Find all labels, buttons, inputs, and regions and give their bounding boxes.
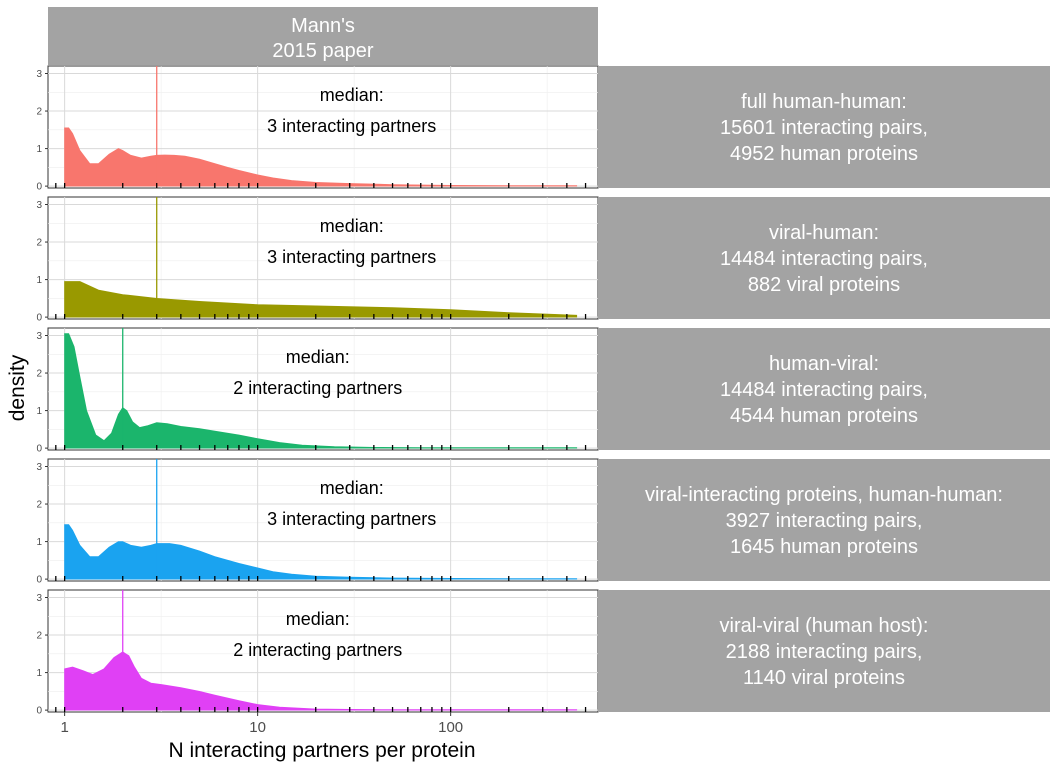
- row-strip: viral-human: 14484 interacting pairs, 882…: [598, 197, 1050, 319]
- y-tick-label: 0: [36, 444, 42, 455]
- y-tick-label: 3: [36, 200, 42, 211]
- density-area: [64, 127, 578, 187]
- y-tick-label: 1: [36, 275, 42, 286]
- row-strip-line-3: 4952 human proteins: [730, 143, 918, 165]
- y-tick-label: 0: [36, 182, 42, 193]
- row-strip-line-3: 1645 human proteins: [730, 536, 918, 558]
- median-label-title: median:: [320, 478, 384, 498]
- column-strip-line-2: 2015 paper: [272, 40, 374, 62]
- row-strip-line-2: 14484 interacting pairs,: [720, 248, 928, 270]
- y-tick-label: 3: [36, 462, 42, 473]
- y-tick-label: 2: [36, 500, 42, 511]
- row-strip-line-1: viral-interacting proteins, human-human:: [645, 484, 1003, 506]
- column-strip-background: [48, 7, 598, 65]
- panel-3: 0 1 2 3 median: 2 interacting partners human-v…: [36, 327, 1050, 455]
- density-area: [64, 524, 578, 580]
- row-strip-line-1: full human-human:: [741, 91, 907, 113]
- row-strip-background: [598, 66, 1050, 188]
- y-tick-label: 1: [36, 144, 42, 155]
- median-label-title: median:: [320, 216, 384, 236]
- row-strip-line-2: 15601 interacting pairs,: [720, 117, 928, 139]
- x-tick-label: 1: [60, 719, 68, 736]
- row-strip: human-viral: 14484 interacting pairs, 454…: [598, 328, 1050, 450]
- x-axis: 1 10 100: [60, 712, 463, 736]
- row-strip-line-1: viral-viral (human host):: [720, 615, 929, 637]
- panel-4: 0 1 2 3 median: 3 interacting partners viral-i…: [36, 458, 1050, 586]
- y-axis-title: density: [6, 354, 29, 421]
- row-strip-line-1: viral-human:: [769, 222, 879, 244]
- y-tick-label: 0: [36, 706, 42, 717]
- panel-5: 0 1 2 3 median: 2 interacting partners viral-v…: [36, 589, 1050, 717]
- row-strip-line-3: 882 viral proteins: [748, 274, 900, 296]
- row-strip-background: [598, 590, 1050, 712]
- row-strip-line-2: 3927 interacting pairs,: [726, 510, 923, 532]
- row-strip-line-2: 2188 interacting pairs,: [726, 641, 923, 663]
- y-tick-label: 1: [36, 668, 42, 679]
- median-label-value: 2 interacting partners: [233, 640, 402, 660]
- median-label-value: 3 interacting partners: [267, 509, 436, 529]
- median-label-value: 2 interacting partners: [233, 378, 402, 398]
- y-tick-label: 2: [36, 238, 42, 249]
- column-strip: Mann's 2015 paper: [48, 7, 598, 65]
- panel-1: 0 1 2 3 median: 3 interacting partners full hu…: [36, 65, 1050, 193]
- median-label-title: median:: [320, 85, 384, 105]
- y-tick-label: 1: [36, 537, 42, 548]
- row-strip-line-2: 14484 interacting pairs,: [720, 379, 928, 401]
- median-label-title: median:: [286, 347, 350, 367]
- median-label-title: median:: [286, 609, 350, 629]
- median-label-value: 3 interacting partners: [267, 247, 436, 267]
- row-strip-background: [598, 197, 1050, 319]
- median-label-value: 3 interacting partners: [267, 116, 436, 136]
- row-strip-line-3: 1140 viral proteins: [743, 667, 905, 689]
- row-strip-line-1: human-viral:: [769, 353, 879, 375]
- y-tick-label: 0: [36, 313, 42, 324]
- y-tick-label: 0: [36, 575, 42, 586]
- x-tick-label: 10: [249, 719, 266, 736]
- x-tick-label: 100: [438, 719, 463, 736]
- panel-2: 0 1 2 3 median: 3 interacting partners viral-h…: [36, 196, 1050, 324]
- row-strip: full human-human: 15601 interacting pairs…: [598, 66, 1050, 188]
- y-tick-label: 3: [36, 593, 42, 604]
- y-tick-label: 2: [36, 369, 42, 380]
- column-strip-line-1: Mann's: [291, 15, 355, 37]
- row-strip-line-3: 4544 human proteins: [730, 405, 918, 427]
- x-axis-title: N interacting partners per protein: [169, 739, 476, 762]
- y-tick-label: 2: [36, 631, 42, 642]
- row-strip: viral-interacting proteins, human-human:…: [598, 459, 1050, 581]
- row-strip-background: [598, 459, 1050, 581]
- y-tick-label: 3: [36, 331, 42, 342]
- row-strip: viral-viral (human host): 2188 interactin…: [598, 590, 1050, 712]
- density-area: [64, 281, 578, 318]
- panels: 0 1 2 3 median: 3 interacting partners full hu…: [36, 65, 1050, 717]
- y-tick-label: 2: [36, 107, 42, 118]
- y-tick-label: 1: [36, 406, 42, 417]
- row-strip-background: [598, 328, 1050, 450]
- y-tick-label: 3: [36, 69, 42, 80]
